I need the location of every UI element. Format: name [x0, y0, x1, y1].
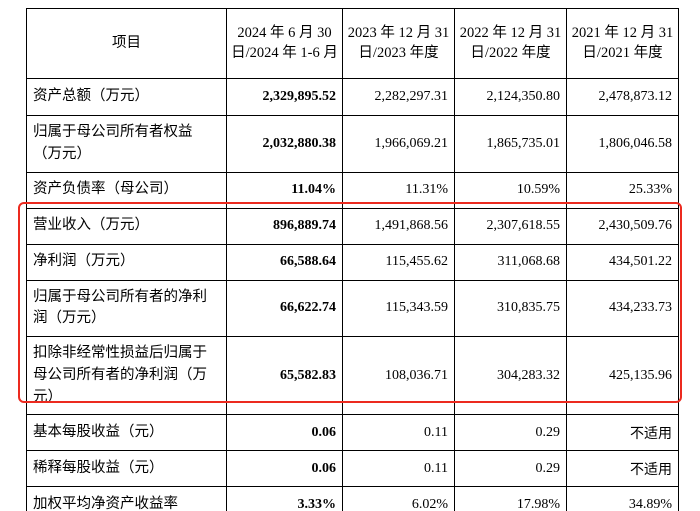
table-row: 净利润（万元）66,588.64115,455.62311,068.68434,… [27, 244, 679, 280]
row-value-p2: 115,455.62 [343, 244, 455, 280]
row-item-label: 扣除非经常性损益后归属于母公司所有者的净利润（万元） [27, 337, 227, 415]
row-value-p4: 34.89% [567, 487, 679, 511]
table-row: 加权平均净资产收益率3.33%6.02%17.98%34.89% [27, 487, 679, 511]
table-row: 归属于母公司所有者的净利润（万元）66,622.74115,343.59310,… [27, 280, 679, 337]
row-value-p2: 11.31% [343, 172, 455, 208]
row-item-label: 资产负债率（母公司） [27, 172, 227, 208]
table-row: 资产总额（万元）2,329,895.522,282,297.312,124,35… [27, 79, 679, 116]
row-value-p1: 65,582.83 [227, 337, 343, 415]
row-item-label: 净利润（万元） [27, 244, 227, 280]
row-value-p3: 17.98% [455, 487, 567, 511]
col-header-item: 项目 [27, 9, 227, 79]
financial-table: 项目 2024 年 6 月 30 日/2024 年 1-6 月 2023 年 1… [26, 8, 679, 511]
row-item-label: 营业收入（万元） [27, 208, 227, 244]
row-value-p1: 0.06 [227, 415, 343, 451]
col-header-p3: 2022 年 12 月 31 日/2022 年度 [455, 9, 567, 79]
row-value-p2: 0.11 [343, 451, 455, 487]
row-value-p1: 896,889.74 [227, 208, 343, 244]
row-value-p1: 66,588.64 [227, 244, 343, 280]
row-value-p4: 2,478,873.12 [567, 79, 679, 116]
row-value-p2: 1,966,069.21 [343, 116, 455, 173]
row-value-p3: 2,307,618.55 [455, 208, 567, 244]
table-body: 资产总额（万元）2,329,895.522,282,297.312,124,35… [27, 79, 679, 511]
row-value-p4: 434,233.73 [567, 280, 679, 337]
table-row: 归属于母公司所有者权益（万元）2,032,880.381,966,069.211… [27, 116, 679, 173]
row-value-p4: 不适用 [567, 451, 679, 487]
table-row: 稀释每股收益（元）0.060.110.29不适用 [27, 451, 679, 487]
row-value-p3: 0.29 [455, 415, 567, 451]
row-value-p2: 6.02% [343, 487, 455, 511]
row-value-p1: 2,032,880.38 [227, 116, 343, 173]
row-value-p1: 66,622.74 [227, 280, 343, 337]
row-value-p2: 1,491,868.56 [343, 208, 455, 244]
row-value-p3: 1,865,735.01 [455, 116, 567, 173]
col-header-p4: 2021 年 12 月 31 日/2021 年度 [567, 9, 679, 79]
row-item-label: 归属于母公司所有者权益（万元） [27, 116, 227, 173]
row-value-p4: 不适用 [567, 415, 679, 451]
row-value-p4: 425,135.96 [567, 337, 679, 415]
row-item-label: 稀释每股收益（元） [27, 451, 227, 487]
header-row: 项目 2024 年 6 月 30 日/2024 年 1-6 月 2023 年 1… [27, 9, 679, 79]
row-value-p1: 3.33% [227, 487, 343, 511]
row-item-label: 基本每股收益（元） [27, 415, 227, 451]
row-value-p2: 0.11 [343, 415, 455, 451]
col-header-p2: 2023 年 12 月 31 日/2023 年度 [343, 9, 455, 79]
row-value-p2: 115,343.59 [343, 280, 455, 337]
table-row: 营业收入（万元）896,889.741,491,868.562,307,618.… [27, 208, 679, 244]
row-value-p3: 0.29 [455, 451, 567, 487]
row-value-p2: 2,282,297.31 [343, 79, 455, 116]
row-item-label: 资产总额（万元） [27, 79, 227, 116]
row-value-p4: 434,501.22 [567, 244, 679, 280]
row-value-p1: 2,329,895.52 [227, 79, 343, 116]
row-value-p2: 108,036.71 [343, 337, 455, 415]
table-row: 资产负债率（母公司）11.04%11.31%10.59%25.33% [27, 172, 679, 208]
row-value-p1: 11.04% [227, 172, 343, 208]
row-value-p3: 304,283.32 [455, 337, 567, 415]
row-item-label: 归属于母公司所有者的净利润（万元） [27, 280, 227, 337]
row-item-label: 加权平均净资产收益率 [27, 487, 227, 511]
table-row: 扣除非经常性损益后归属于母公司所有者的净利润（万元）65,582.83108,0… [27, 337, 679, 415]
row-value-p3: 311,068.68 [455, 244, 567, 280]
row-value-p3: 10.59% [455, 172, 567, 208]
row-value-p1: 0.06 [227, 451, 343, 487]
row-value-p3: 310,835.75 [455, 280, 567, 337]
page-container: 项目 2024 年 6 月 30 日/2024 年 1-6 月 2023 年 1… [0, 0, 700, 511]
table-row: 基本每股收益（元）0.060.110.29不适用 [27, 415, 679, 451]
row-value-p4: 2,430,509.76 [567, 208, 679, 244]
col-header-p1: 2024 年 6 月 30 日/2024 年 1-6 月 [227, 9, 343, 79]
row-value-p4: 1,806,046.58 [567, 116, 679, 173]
row-value-p3: 2,124,350.80 [455, 79, 567, 116]
row-value-p4: 25.33% [567, 172, 679, 208]
